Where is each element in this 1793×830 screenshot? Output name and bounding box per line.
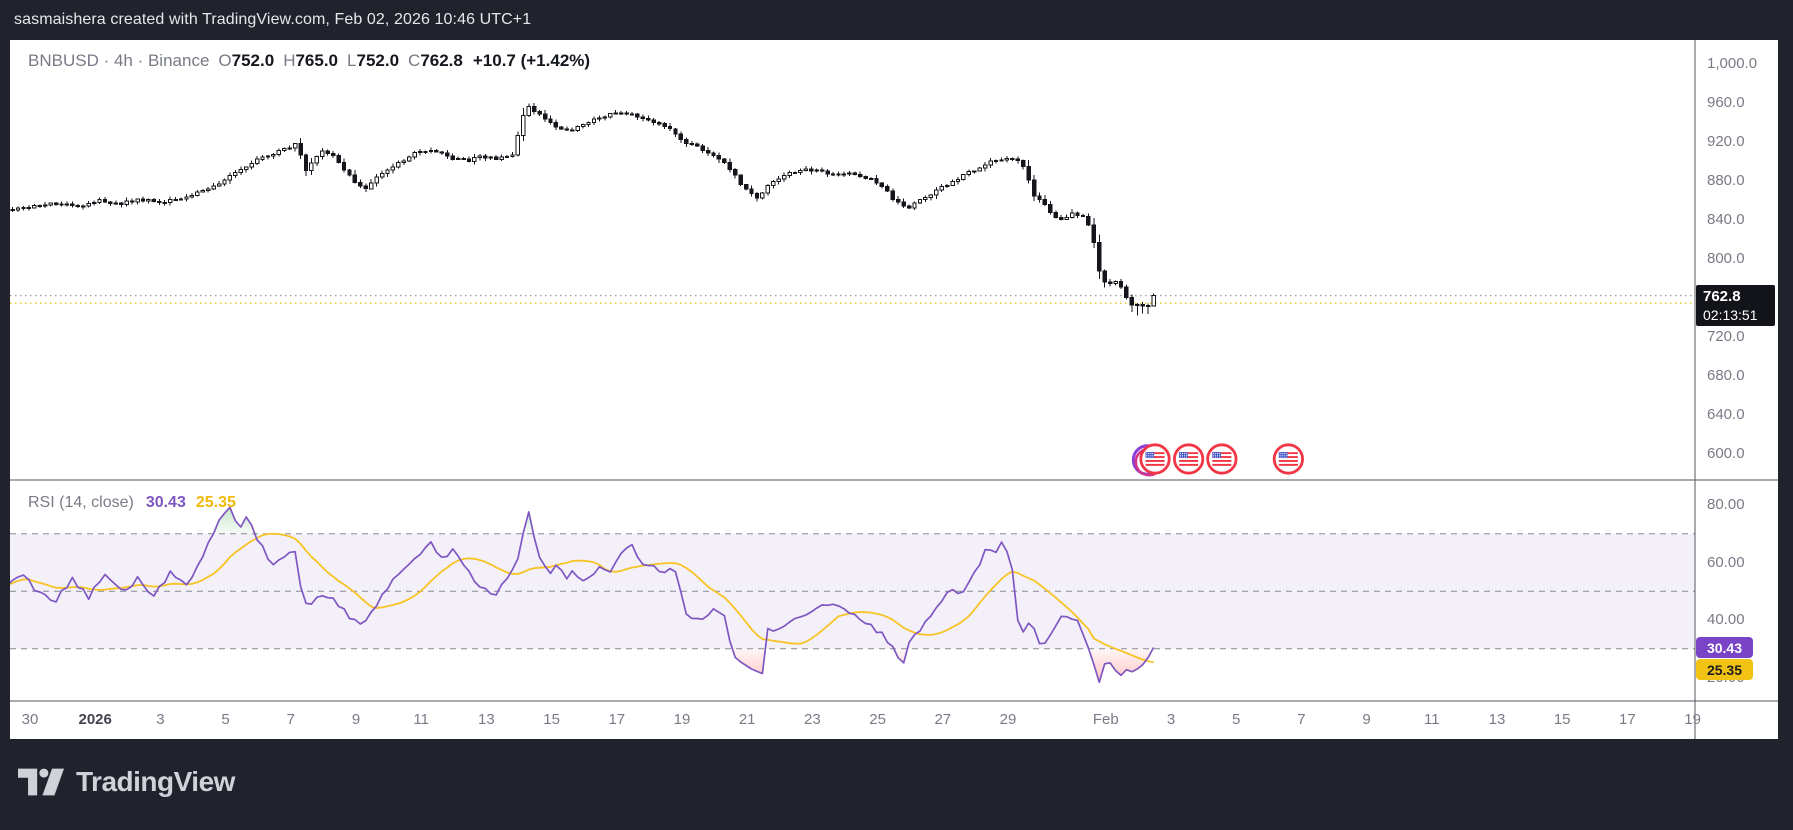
tradingview-logo[interactable]: TradingView (18, 766, 235, 798)
time-tick-label: 30 (21, 711, 39, 728)
price-tick-label: 960.0 (1707, 94, 1745, 112)
time-tick-label: 11 (413, 711, 429, 728)
rsi-band (10, 533, 1695, 650)
last-price-value: 762.8 (1703, 288, 1741, 305)
time-tick-label: 27 (934, 711, 952, 728)
price-tick-label: 680.0 (1707, 367, 1745, 385)
rsi-ma-current-value: 25.35 (195, 494, 236, 511)
event-flags (1131, 443, 1304, 477)
rsi-current-value: 30.43 (145, 494, 186, 511)
time-tick-label: 15 (543, 711, 560, 728)
time-tick-label: Feb (1092, 711, 1119, 728)
price-tick-label: 600.0 (1707, 445, 1745, 463)
change-value: +10.7 (+1.42%) (472, 51, 591, 70)
price-lines (10, 294, 1695, 304)
rsi-line (10, 506, 1155, 684)
time-tick-label: 2026 (78, 711, 112, 728)
close-value: 762.8 (420, 51, 463, 70)
attribution-text: sasmaishera created with TradingView.com… (14, 11, 532, 28)
high-label: H (283, 51, 296, 70)
rsi-legend: RSI (14, close) 30.43 25.35 (28, 494, 236, 512)
time-tick-label: 17 (608, 711, 626, 728)
time-tick-label: 15 (1553, 711, 1571, 728)
time-tick-label: 7 (286, 711, 295, 728)
rsi-axis-marker: 30.43 (1696, 637, 1753, 658)
rsi-tick-label: 80.00 (1707, 496, 1745, 513)
us-flag-event-icon[interactable] (1131, 443, 1171, 477)
time-tick-label: 5 (221, 711, 230, 728)
price-tick-label: 720.0 (1707, 328, 1745, 346)
us-flag-event-icon[interactable] (1272, 443, 1304, 475)
time-tick-label: 3 (1166, 711, 1176, 728)
rsi-indicator-title[interactable]: RSI (14, close) (28, 494, 134, 511)
price-tick-label: 640.0 (1707, 406, 1745, 424)
last-price-marker: 762.8 02:13:51 (1696, 285, 1775, 326)
time-tick-label: 5 (1232, 711, 1241, 728)
tradingview-logo-icon (18, 768, 64, 796)
time-tick-label: 17 (1619, 711, 1636, 728)
price-tick-label: 1,000.0 (1707, 55, 1758, 73)
time-tick-label: 13 (478, 711, 495, 728)
low-label: L (347, 51, 357, 70)
time-tick-label: 9 (351, 711, 361, 728)
bar-countdown: 02:13:51 (1703, 307, 1758, 323)
close-label: C (408, 51, 421, 70)
time-tick-label: 7 (1297, 711, 1306, 728)
time-tick-label: 11 (1424, 711, 1440, 728)
time-tick-label: 3 (156, 711, 165, 728)
rsi-ma-axis-marker: 25.35 (1696, 659, 1753, 680)
high-value: 765.0 (295, 51, 339, 70)
time-tick-label: 19 (1684, 711, 1701, 728)
price-tick-label: 920.0 (1707, 133, 1745, 151)
open-value: 752.0 (231, 51, 275, 70)
us-flag-event-icon[interactable] (1173, 443, 1205, 475)
time-tick-label: 13 (1488, 711, 1506, 728)
time-tick-label: 19 (673, 711, 691, 728)
rsi-tick-label: 60.00 (1707, 553, 1745, 571)
time-tick-label: 23 (804, 711, 821, 728)
symbol-title[interactable]: BNBUSD · 4h · Binance (28, 51, 210, 70)
pane-separators[interactable] (10, 40, 1778, 739)
price-tick-label: 800.0 (1707, 250, 1745, 268)
rsi-overbought-fill (213, 507, 534, 534)
time-tick-label: 9 (1362, 711, 1371, 728)
rsi-tick-label: 40.00 (1707, 611, 1745, 628)
rsi-oversold-fill (732, 648, 1153, 683)
us-flag-event-icon[interactable] (1206, 443, 1238, 475)
price-tick-label: 880.0 (1707, 172, 1745, 190)
open-label: O (218, 51, 232, 70)
tradingview-logo-text: TradingView (76, 766, 235, 797)
candlestick-series[interactable] (6, 103, 1156, 316)
rsi-plot[interactable] (7, 480, 1155, 701)
rsi-ma-line (10, 532, 1154, 664)
main-legend: BNBUSD · 4h · Binance O 752.0 H 765.0 L 752… (28, 51, 590, 71)
time-tick-label: 29 (999, 711, 1017, 728)
attribution-bar: sasmaishera created with TradingView.com… (0, 0, 1793, 40)
time-tick-label: 25 (869, 711, 886, 728)
time-tick-label: 21 (738, 711, 756, 728)
price-tick-label: 840.0 (1707, 211, 1745, 229)
low-value: 752.0 (356, 51, 400, 70)
